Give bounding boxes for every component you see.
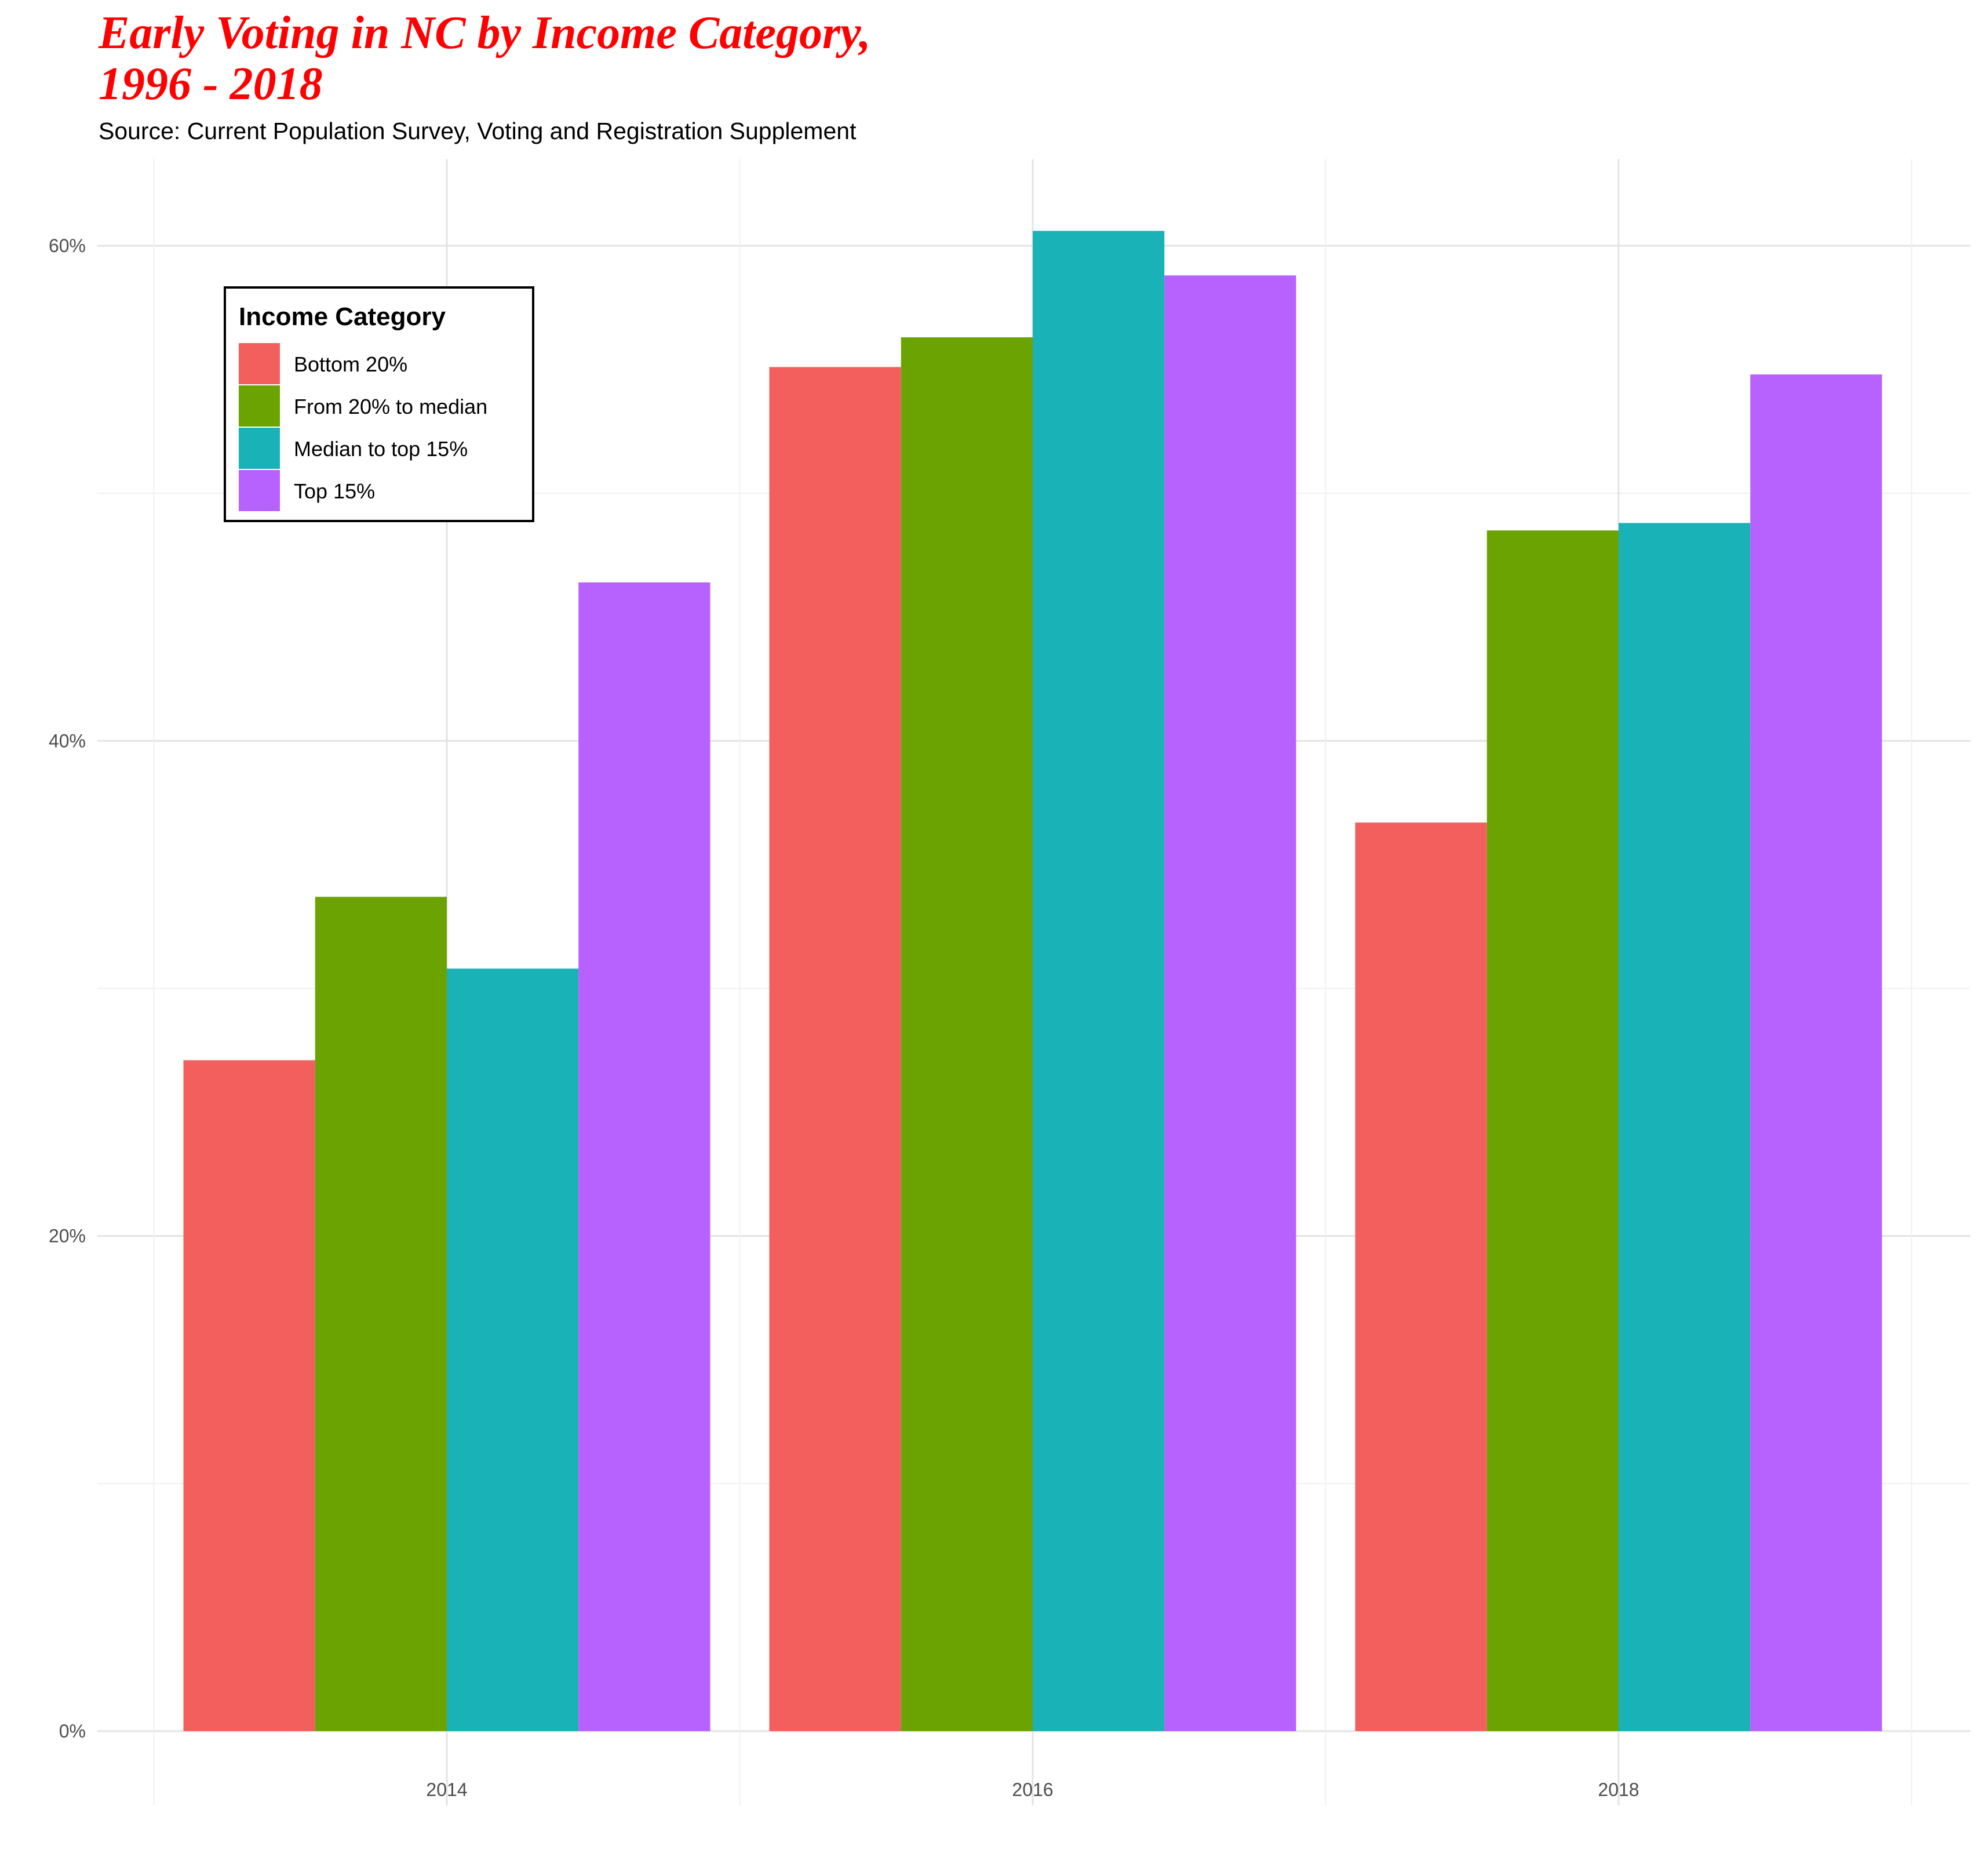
y-tick-label: 0%	[59, 1721, 86, 1742]
x-tick-label: 2018	[1598, 1779, 1639, 1800]
title-block: Early Voting in NC by Income Category, 1…	[98, 8, 871, 144]
bar	[315, 897, 447, 1731]
bar	[1619, 523, 1751, 1731]
chart-subtitle: Source: Current Population Survey, Votin…	[99, 118, 857, 144]
legend-swatch	[239, 470, 280, 511]
y-tick-label: 40%	[49, 730, 86, 751]
bar	[769, 367, 901, 1732]
bar	[578, 582, 710, 1731]
legend-label: From 20% to median	[294, 395, 487, 418]
legend-label: Median to top 15%	[294, 437, 468, 461]
bar	[1486, 530, 1619, 1731]
legend-label: Bottom 20%	[294, 352, 407, 376]
bar	[1164, 275, 1296, 1731]
axis-tick-labels: 0% 20% 40% 60% 2014 2016 2018	[49, 235, 1639, 1800]
legend-swatch	[239, 343, 280, 384]
legend-swatch	[239, 385, 280, 427]
chart-title-line-2: 1996 - 2018	[99, 59, 323, 110]
x-tick-label: 2016	[1012, 1779, 1053, 1800]
bar	[1033, 231, 1165, 1731]
bar	[447, 968, 579, 1731]
legend: Income Category Bottom 20% From 20% to me…	[224, 286, 534, 522]
legend-swatch	[239, 428, 280, 469]
bars	[183, 231, 1882, 1732]
legend-title: Income Category	[239, 303, 446, 331]
bar	[183, 1060, 315, 1731]
legend-label: Top 15%	[294, 479, 375, 503]
x-tick-label: 2014	[426, 1779, 467, 1800]
bar	[901, 337, 1033, 1731]
chart-title-line-1: Early Voting in NC by Income Category,	[98, 8, 871, 59]
bar	[1355, 822, 1487, 1731]
y-tick-label: 60%	[49, 235, 86, 256]
bar	[1750, 374, 1882, 1731]
y-tick-label: 20%	[49, 1226, 86, 1247]
